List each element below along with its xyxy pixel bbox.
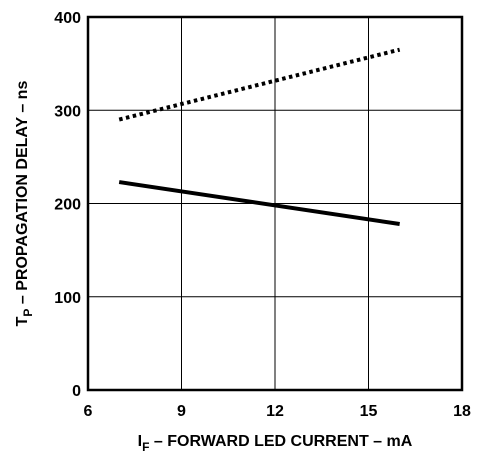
- plot-frame: [86, 15, 464, 392]
- x-axis-label-main: I: [138, 433, 142, 450]
- y-axis-label: TP – PROPAGATION DELAY – ns: [14, 81, 35, 327]
- y-tick-label-4: 400: [54, 10, 81, 27]
- x-tick-label-2: 12: [266, 403, 284, 420]
- x-axis-label-subscript: F: [142, 440, 149, 454]
- y-tick-label-2: 200: [54, 197, 81, 214]
- plot-series: [118, 47, 401, 226]
- x-tick-label-0: 6: [84, 403, 93, 420]
- y-tick-label-3: 300: [54, 103, 81, 120]
- x-tick-label-1: 9: [177, 403, 186, 420]
- x-axis-label: IF – FORWARD LED CURRENT – mA: [138, 433, 413, 454]
- x-tick-label-3: 15: [360, 403, 378, 420]
- y-axis-label-rest: – PROPAGATION DELAY – ns: [14, 81, 31, 309]
- y-axis-label-main: T: [14, 316, 31, 326]
- series-line-dotted: [118, 47, 401, 122]
- series-line-solid: [118, 180, 400, 226]
- tick-labels: 6 9 12 15 18 0 100 200 300 400: [54, 10, 471, 420]
- y-tick-label-1: 100: [54, 290, 81, 307]
- x-axis-label-rest: – FORWARD LED CURRENT – mA: [149, 433, 412, 450]
- y-tick-label-0: 0: [72, 383, 81, 400]
- x-tick-label-4: 18: [453, 403, 471, 420]
- y-axis-label-subscript: P: [21, 309, 35, 317]
